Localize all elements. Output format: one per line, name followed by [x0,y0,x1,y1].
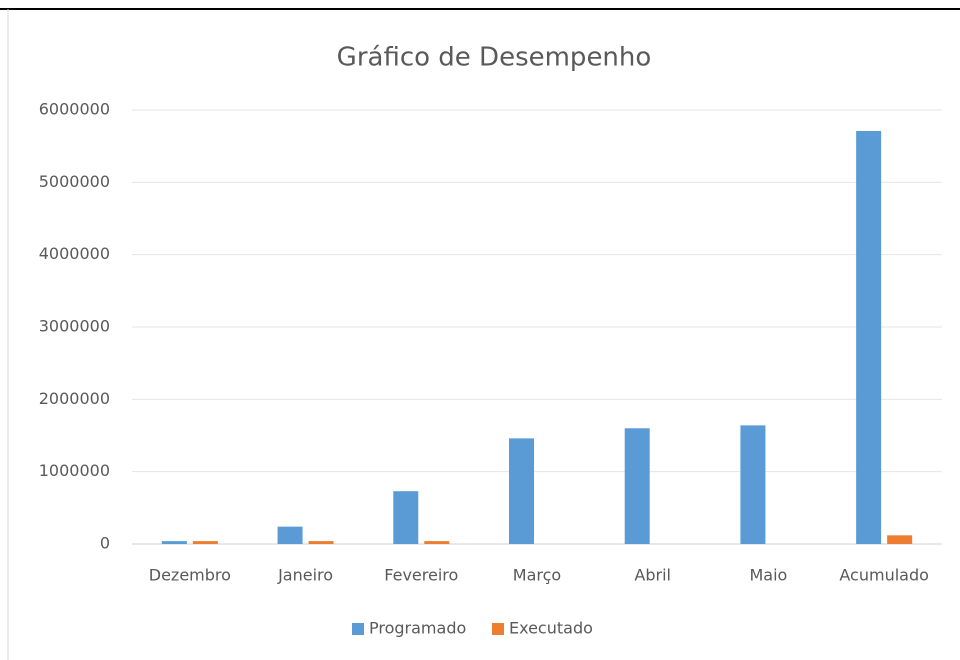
y-tick-label: 1000000 [39,461,110,480]
bar [509,438,534,544]
bar [161,541,187,544]
y-tick-label: 6000000 [39,100,110,119]
bar [887,535,913,544]
y-tick-label: 5000000 [39,172,110,191]
y-tick-label: 4000000 [39,244,110,263]
x-tick-label: Fevereiro [384,566,458,585]
legend-label: Executado [509,619,593,638]
x-tick-label: Maio [750,566,788,585]
bar [192,541,218,544]
x-tick-label: Março [513,566,561,585]
x-tick-label: Dezembro [149,566,231,585]
chart-title: Gráfico de Desempenho [337,43,652,73]
legend-swatch [492,623,504,635]
y-tick-label: 2000000 [39,389,110,408]
bar [393,491,419,544]
bar [856,130,882,544]
legend-label: Programado [369,619,466,638]
bar [740,425,766,544]
x-tick-label: Acumulado [839,566,929,585]
x-tick-label: Janeiro [277,566,333,585]
y-tick-label: 0 [100,534,110,553]
bar [277,526,303,544]
legend-swatch [352,623,364,635]
bar [424,541,450,544]
bar [624,428,650,544]
bar [308,541,334,544]
y-tick-label: 3000000 [39,317,110,336]
x-tick-label: Abril [634,566,671,585]
